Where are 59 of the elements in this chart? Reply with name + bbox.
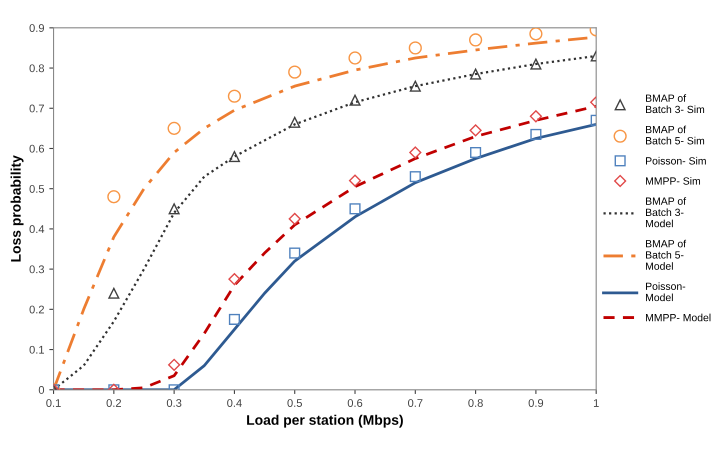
point (348, 174, 362, 187)
point (530, 58, 542, 70)
legend-label: MMPP- Model (646, 314, 710, 322)
point (228, 90, 242, 103)
point (530, 128, 542, 140)
point (348, 51, 362, 65)
y-tick-label: 0.7 (30, 104, 44, 112)
point (410, 80, 421, 92)
x-tick-label: 0.4 (227, 399, 242, 407)
point (288, 212, 301, 225)
x-tick-label: 0.3 (166, 399, 182, 407)
legend-label: Poisson- Model (646, 282, 686, 302)
point (470, 68, 482, 80)
point (288, 65, 302, 79)
x-tick-label: 0.7 (408, 399, 422, 407)
y-tick-label: 0.9 (30, 24, 44, 32)
point (408, 41, 422, 55)
x-tick-label: 0.6 (348, 399, 362, 407)
y-axis-title: Loss probability (10, 155, 24, 262)
x-tick-label: 0.1 (46, 399, 61, 407)
point (168, 122, 181, 135)
x-axis-title: Load per station (Mbps) (247, 414, 403, 428)
x-tick-label: 0.9 (528, 399, 544, 407)
y-tick-label: 0.2 (30, 306, 44, 314)
point (349, 203, 361, 214)
point (529, 28, 542, 40)
point (470, 124, 482, 136)
point (410, 171, 421, 182)
y-tick-label: 0.6 (30, 144, 44, 153)
legend-label: BMAP of Batch 3- Model (646, 197, 686, 228)
point (409, 146, 422, 159)
point (349, 94, 361, 106)
point (469, 33, 482, 46)
legend-label: MMPP- Sim (646, 177, 700, 185)
point (107, 190, 120, 204)
y-tick-label: 0.3 (30, 265, 44, 274)
legend-label: BMAP of Batch 5- Sim (646, 126, 704, 144)
point (289, 247, 300, 259)
legend-label: BMAP of Batch 3- Sim (646, 94, 704, 114)
y-tick-label: 0.8 (30, 64, 44, 72)
legend-label: BMAP of Batch 5- Model (646, 240, 686, 270)
point (530, 110, 542, 122)
point (289, 116, 300, 128)
x-tick-label: 0.8 (468, 399, 483, 407)
y-tick-label: 0.1 (30, 346, 44, 354)
point (168, 358, 180, 371)
x-tick-label: 0.5 (287, 399, 302, 407)
x-tick-label: 1 (594, 399, 599, 407)
point (228, 273, 241, 286)
y-tick-label: 0 (38, 386, 44, 394)
x-tick-label: 0.2 (106, 399, 122, 407)
point (168, 203, 180, 214)
point (470, 146, 482, 158)
y-tick-label: 0.5 (30, 184, 44, 193)
point (228, 314, 240, 325)
point (228, 150, 240, 162)
y-tick-label: 0.4 (30, 225, 44, 234)
legend-label: Poisson- Sim (646, 156, 706, 165)
point (108, 288, 120, 299)
